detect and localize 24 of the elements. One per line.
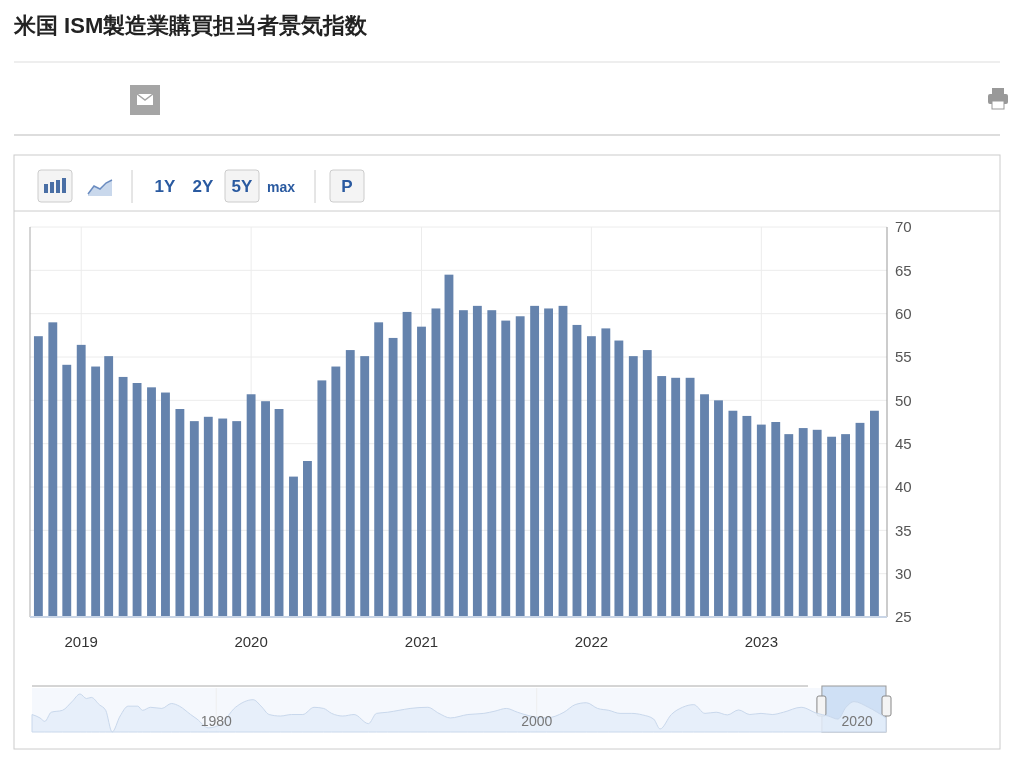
y-tick-label: 55 — [895, 348, 912, 366]
x-tick-label: 1980 — [200, 713, 233, 729]
chart-title: 米国 ISM製造業購買担当者景気指数 — [13, 13, 369, 38]
y-tick-label: 50 — [895, 391, 912, 409]
y-tick-label: 65 — [895, 261, 912, 279]
text: max — [266, 179, 296, 195]
text: 5Y — [231, 177, 254, 196]
x-tick-label: 2000 — [521, 713, 553, 729]
y-tick-label: 40 — [895, 478, 912, 496]
y-tick-label: 70 — [895, 218, 912, 236]
text: P — [341, 177, 353, 196]
y-tick-label: 30 — [895, 564, 912, 582]
text: 2Y — [192, 177, 215, 196]
text: 1Y — [154, 177, 177, 196]
x-tick-label: 2022 — [574, 633, 609, 650]
y-tick-label: 35 — [895, 521, 912, 539]
x-tick-label: 2020 — [234, 633, 268, 650]
x-tick-label: 2019 — [64, 633, 98, 650]
x-tick-label: 2021 — [404, 633, 439, 650]
y-tick-label: 25 — [895, 608, 912, 626]
x-tick-label: 2020 — [841, 713, 873, 729]
x-tick-label: 2023 — [744, 633, 778, 650]
y-tick-label: 60 — [895, 304, 912, 322]
y-tick-label: 45 — [895, 434, 912, 452]
